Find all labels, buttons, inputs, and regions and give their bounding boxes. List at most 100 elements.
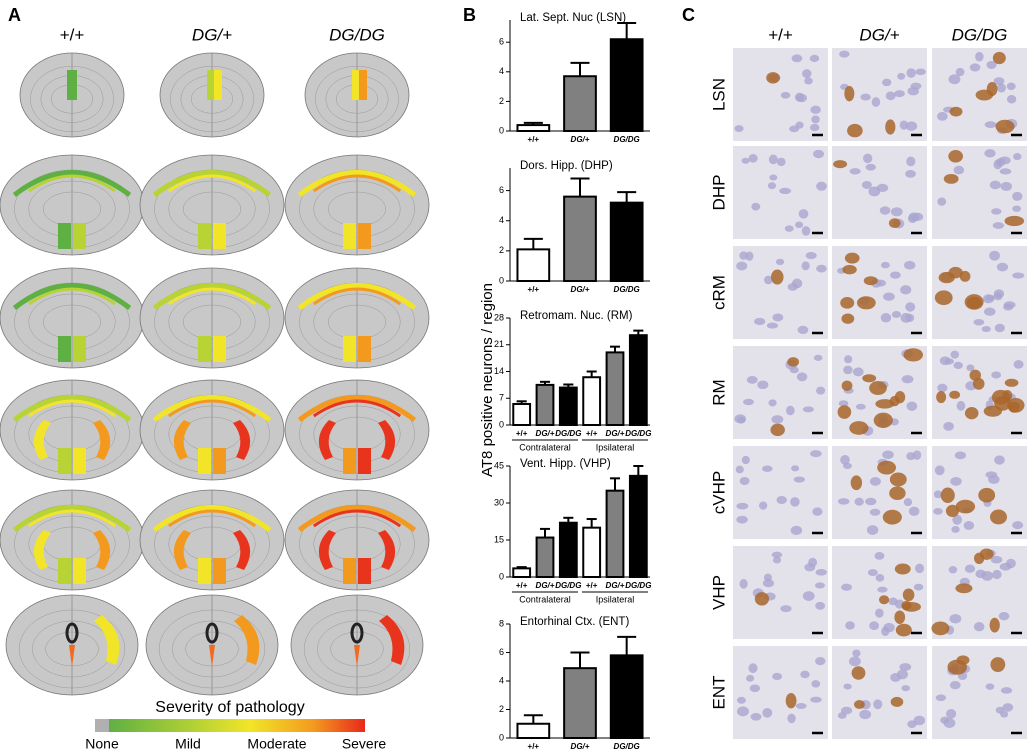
nucleus <box>948 74 961 85</box>
nucleus <box>985 294 996 302</box>
nucleus <box>1000 687 1013 694</box>
y-tick-label: 0 <box>499 571 504 581</box>
pathology-region <box>73 448 86 474</box>
nucleus <box>736 706 749 717</box>
pathology-region <box>12 505 132 532</box>
pathology-region <box>27 174 117 193</box>
pathology-region <box>58 223 71 249</box>
nucleus <box>852 649 861 658</box>
stained-neuron <box>869 381 887 396</box>
nucleus <box>795 221 804 229</box>
stained-neuron <box>931 621 950 636</box>
nucleus <box>875 608 884 618</box>
nucleus <box>973 622 985 632</box>
brain-section <box>284 379 430 481</box>
panel-label: C <box>682 5 695 25</box>
stained-neuron <box>889 486 906 501</box>
stained-neuron <box>840 297 855 309</box>
group-label: Ipsilateral <box>596 594 635 604</box>
nucleus <box>805 251 817 260</box>
nucleus <box>736 696 746 704</box>
nucleus <box>1012 521 1024 530</box>
nucleus <box>768 399 777 407</box>
stained-neuron <box>890 696 904 707</box>
pathology-region <box>343 448 356 474</box>
nucleus <box>915 68 926 76</box>
stained-neuron <box>894 610 906 625</box>
nucleus <box>907 214 918 223</box>
nucleus <box>889 271 901 279</box>
nucleus <box>768 154 778 165</box>
nucleus <box>840 454 850 465</box>
nucleus <box>813 354 823 361</box>
pathology-region <box>67 70 77 100</box>
x-tick-label: +/+ <box>586 429 598 438</box>
nucleus <box>735 465 744 474</box>
nucleus <box>843 365 853 375</box>
y-tick-label: 14 <box>494 366 504 376</box>
nucleus <box>984 121 997 129</box>
stained-neuron <box>771 269 784 285</box>
nucleus <box>859 709 872 720</box>
nucleus <box>906 401 918 411</box>
y-tick-label: 2 <box>499 96 504 106</box>
nucleus <box>790 525 803 536</box>
stained-neuron <box>995 119 1015 134</box>
nucleus <box>890 673 901 682</box>
nucleus <box>816 264 827 273</box>
y-tick-label: 2 <box>499 704 504 714</box>
nucleus <box>860 93 871 101</box>
stained-neuron <box>754 592 770 606</box>
x-tick-label: DG/+ <box>606 581 625 590</box>
nucleus <box>905 170 916 178</box>
pathology-region <box>27 399 117 418</box>
brain-section <box>290 594 424 696</box>
x-tick-label: DG/+ <box>536 581 555 590</box>
nucleus <box>953 361 963 370</box>
stained-neuron <box>940 487 955 504</box>
bar <box>512 567 532 578</box>
nucleus <box>784 225 794 232</box>
column-header: +/+ <box>768 25 793 44</box>
nucleus <box>953 165 965 175</box>
legend-gradient <box>109 719 365 732</box>
brain-section <box>0 379 145 481</box>
pathology-region <box>343 336 356 362</box>
legend-label: Severe <box>342 736 387 752</box>
stained-neuron <box>964 407 979 420</box>
micrograph <box>832 446 927 539</box>
stained-neuron <box>1004 215 1025 227</box>
stained-neuron <box>885 119 896 135</box>
pathology-region <box>58 448 71 474</box>
nucleus <box>992 569 1002 580</box>
nucleus <box>776 157 786 167</box>
micrograph <box>932 646 1027 739</box>
nucleus <box>881 626 890 637</box>
pathology-region <box>234 615 260 665</box>
nucleus <box>943 718 956 728</box>
nucleus <box>757 380 769 390</box>
bar <box>558 386 578 426</box>
x-tick-label: DG/DG <box>614 742 640 751</box>
bar <box>535 383 555 426</box>
micrograph <box>932 48 1027 141</box>
pathology-region <box>33 530 51 570</box>
nucleus <box>861 180 872 189</box>
column-header: +/+ <box>60 25 85 44</box>
brain-contour <box>303 609 411 689</box>
micrograph <box>733 546 828 639</box>
y-tick-label: 15 <box>494 534 504 544</box>
pathology-region <box>233 420 251 460</box>
brain-ventricle <box>350 622 364 644</box>
nucleus <box>809 123 820 132</box>
nucleus <box>883 292 895 301</box>
bar <box>563 195 597 282</box>
legend-label: Mild <box>175 736 201 752</box>
stained-neuron <box>979 548 994 560</box>
nucleus <box>991 371 1002 379</box>
nucleus <box>969 63 981 72</box>
nucleus <box>769 174 778 181</box>
nucleus <box>802 69 812 79</box>
y-tick-label: 4 <box>499 215 504 225</box>
nucleus <box>910 82 922 90</box>
